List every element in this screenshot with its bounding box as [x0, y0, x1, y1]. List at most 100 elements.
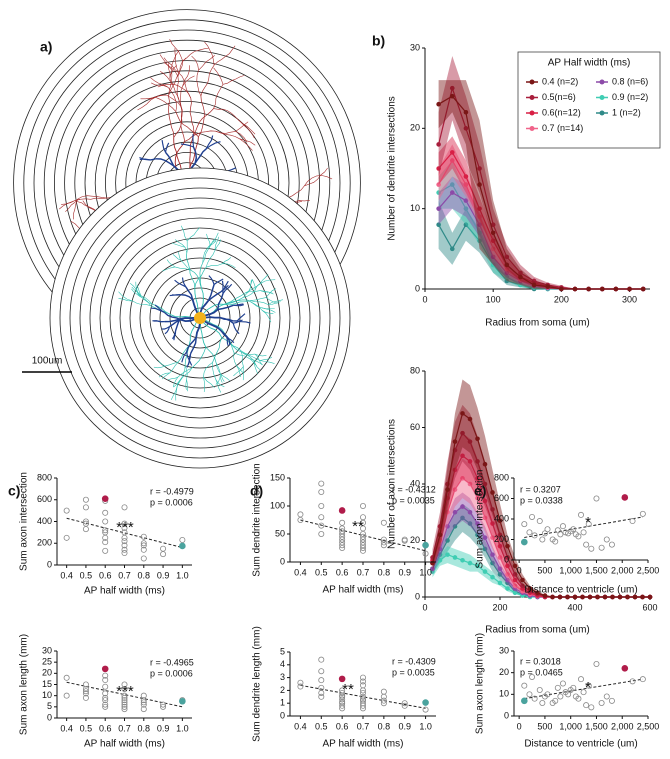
x-axis-label: Radius from soma (um) [485, 318, 589, 329]
y-axis-label: Sum dendrite length (mm) [252, 626, 263, 742]
neurite [174, 279, 187, 288]
y-tick-label: 2 [280, 685, 285, 695]
x-tick-label: 300 [622, 294, 637, 304]
data-point [359, 689, 366, 696]
data-point [102, 547, 109, 554]
error-band [432, 492, 650, 597]
neurite [169, 294, 181, 297]
y-tick-label: 400 [494, 513, 509, 523]
data-point [477, 206, 482, 211]
neurite [176, 76, 180, 103]
data-point [339, 705, 346, 712]
sholl-ring [149, 267, 251, 369]
data-point [82, 685, 89, 692]
legend-box [517, 51, 661, 149]
data-point [160, 545, 167, 552]
y-tick-label: 5 [47, 701, 52, 711]
x-axis-label: AP half width (ms) [84, 586, 165, 597]
data-point [359, 536, 366, 543]
data-point [580, 529, 587, 536]
data-point [542, 593, 548, 598]
data-point [121, 538, 128, 545]
y-axis-label: Number of dendrite intersections [387, 96, 398, 241]
data-point [463, 206, 469, 211]
data-point [102, 703, 109, 710]
x-tick-label: 0.8 [138, 570, 151, 580]
neurite [155, 158, 175, 167]
data-point [121, 706, 128, 713]
neurite [165, 361, 179, 367]
data-point [482, 481, 488, 487]
data-point [121, 504, 128, 511]
neurite [250, 297, 266, 301]
data-point [339, 689, 346, 696]
data-point [430, 566, 435, 572]
x-tick-label: 0 [422, 602, 427, 612]
neurite [233, 366, 244, 377]
neurite [222, 283, 233, 295]
neurite [205, 141, 221, 150]
data-point [529, 513, 536, 520]
neurite [205, 263, 223, 268]
neurite [180, 225, 188, 242]
neurite [173, 101, 183, 138]
neurite [164, 142, 170, 153]
trend-line [300, 684, 426, 709]
significance: ** [342, 681, 354, 698]
data-point [445, 552, 450, 557]
neurite [150, 77, 169, 88]
data-point [297, 679, 304, 686]
data-point [505, 577, 510, 583]
data-point [467, 509, 473, 515]
neurite [226, 337, 229, 347]
neurite [220, 374, 225, 382]
data-point [578, 511, 585, 518]
data-point [160, 703, 167, 710]
data-point [318, 689, 325, 696]
data-point [297, 517, 304, 524]
data-point [359, 693, 366, 700]
data-point [518, 270, 523, 276]
data-point [505, 572, 510, 577]
panel-label: e) [474, 483, 486, 499]
data-point [460, 476, 465, 481]
data-point [140, 540, 147, 547]
data-point [536, 518, 543, 525]
data-point [179, 536, 186, 543]
data-point [452, 555, 458, 560]
data-point [497, 532, 503, 538]
data-point [475, 495, 480, 501]
neurite [254, 353, 263, 365]
data-point [535, 590, 540, 596]
neurite [137, 292, 153, 305]
neurite [235, 121, 249, 132]
data-point [565, 691, 572, 698]
data-point [617, 594, 623, 600]
highlight-point [338, 675, 346, 683]
neurite [235, 131, 248, 143]
x-tick-label: 2,000 [611, 565, 634, 575]
soma [194, 312, 206, 324]
x-tick-label: 0.8 [138, 723, 151, 733]
data-point [380, 539, 387, 546]
data-point [339, 519, 346, 526]
y-tick-label: 1 [280, 698, 285, 708]
neurite [262, 310, 274, 314]
data-point [463, 126, 469, 131]
data-point [512, 563, 518, 569]
neurite [198, 95, 205, 137]
data-point [504, 266, 510, 272]
neurite [254, 353, 267, 357]
neurite [139, 157, 157, 161]
significance: * [585, 679, 591, 696]
data-point [318, 502, 325, 509]
data-point [603, 536, 610, 543]
data-point [318, 514, 325, 521]
data-point [121, 520, 128, 527]
data-point [477, 166, 482, 171]
x-tick-label: 0.6 [336, 721, 349, 731]
data-point [572, 594, 578, 600]
sholl-ring [59, 177, 341, 459]
neurite [250, 300, 269, 305]
data-point [463, 174, 469, 179]
